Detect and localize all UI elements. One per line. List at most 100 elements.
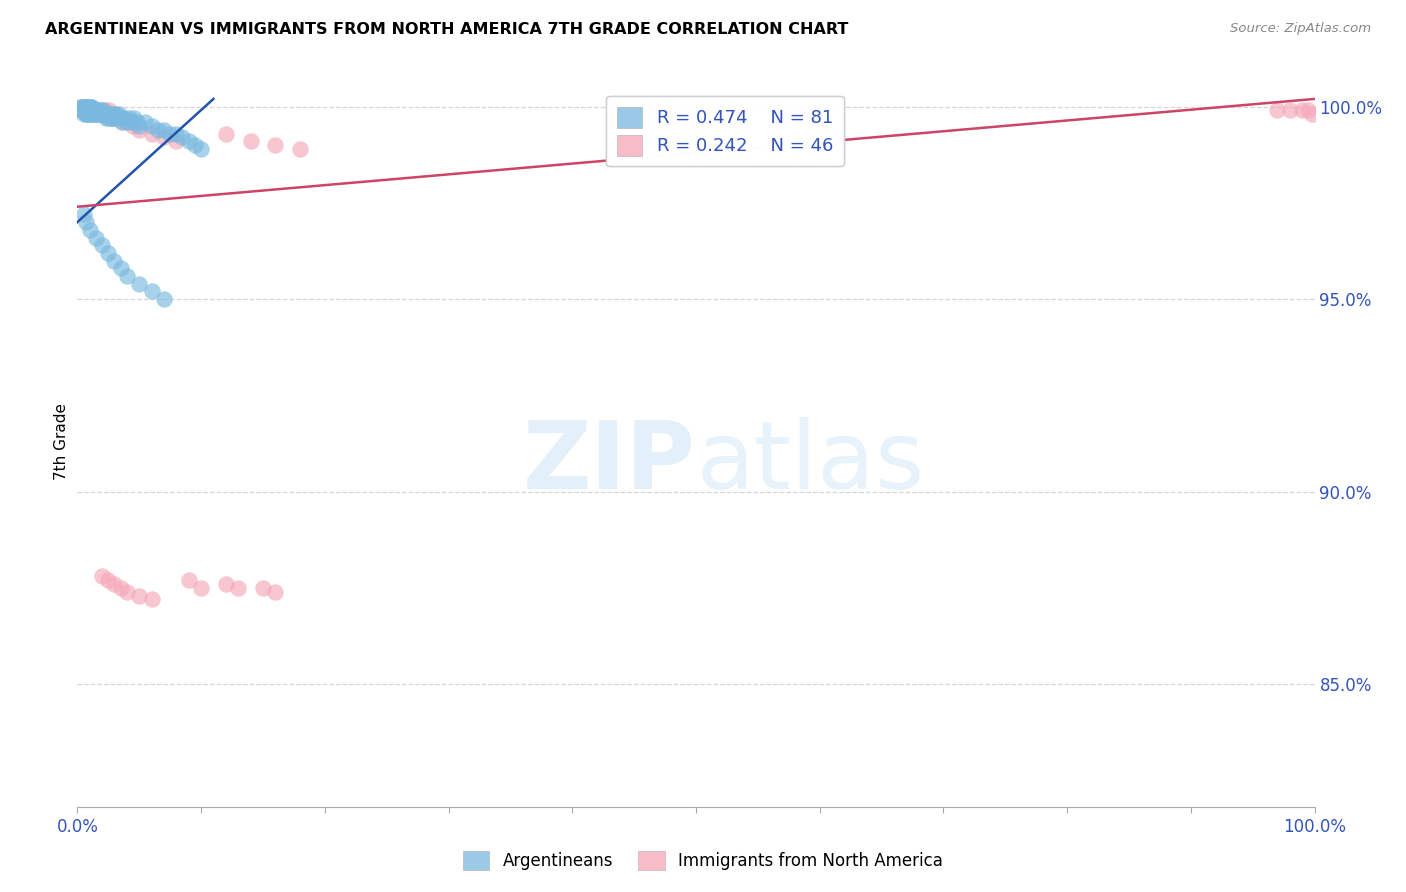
Point	[215, 127, 238, 141]
Point	[122, 119, 145, 133]
Point	[79, 223, 101, 237]
Point	[75, 215, 97, 229]
Point	[82, 103, 104, 118]
Point	[184, 138, 207, 153]
Point	[91, 103, 114, 118]
Point	[128, 277, 150, 291]
Point	[252, 581, 274, 595]
Point	[79, 107, 101, 121]
Point	[97, 573, 120, 587]
Legend: R = 0.474    N = 81, R = 0.242    N = 46: R = 0.474 N = 81, R = 0.242 N = 46	[606, 95, 844, 167]
Point	[75, 103, 97, 118]
Point	[76, 103, 98, 118]
Point	[111, 115, 134, 129]
Point	[118, 111, 141, 125]
Point	[103, 111, 125, 125]
Point	[141, 285, 163, 299]
Point	[91, 238, 114, 252]
Point	[80, 100, 103, 114]
Point	[86, 107, 108, 121]
Point	[288, 142, 311, 156]
Point	[72, 100, 94, 114]
Point	[165, 134, 187, 148]
Point	[70, 100, 93, 114]
Point	[122, 111, 145, 125]
Point	[177, 573, 200, 587]
Point	[83, 103, 105, 118]
Point	[96, 107, 118, 121]
Point	[79, 100, 101, 114]
Point	[153, 122, 176, 136]
Point	[103, 577, 125, 591]
Point	[190, 142, 212, 156]
Point	[107, 111, 129, 125]
Point	[91, 569, 114, 583]
Point	[93, 107, 115, 121]
Point	[82, 107, 104, 121]
Point	[103, 107, 125, 121]
Point	[72, 103, 94, 118]
Point	[82, 100, 104, 114]
Point	[72, 103, 94, 118]
Point	[83, 107, 105, 121]
Point	[108, 107, 131, 121]
Text: Source: ZipAtlas.com: Source: ZipAtlas.com	[1230, 22, 1371, 36]
Point	[226, 581, 249, 595]
Point	[177, 134, 200, 148]
Point	[110, 261, 132, 276]
Point	[101, 111, 124, 125]
Point	[72, 103, 94, 118]
Point	[125, 115, 148, 129]
Point	[91, 107, 114, 121]
Text: atlas: atlas	[696, 417, 924, 509]
Point	[77, 100, 100, 114]
Point	[86, 107, 108, 121]
Point	[89, 107, 111, 121]
Point	[73, 103, 96, 118]
Point	[141, 592, 163, 607]
Point	[80, 103, 103, 118]
Point	[103, 107, 125, 121]
Point	[105, 111, 128, 125]
Point	[75, 107, 97, 121]
Point	[153, 130, 176, 145]
Point	[77, 103, 100, 118]
Point	[111, 115, 134, 129]
Text: ARGENTINEAN VS IMMIGRANTS FROM NORTH AMERICA 7TH GRADE CORRELATION CHART: ARGENTINEAN VS IMMIGRANTS FROM NORTH AME…	[45, 22, 848, 37]
Point	[97, 111, 120, 125]
Point	[104, 107, 127, 121]
Point	[141, 127, 163, 141]
Point	[115, 115, 138, 129]
Point	[146, 122, 169, 136]
Point	[110, 581, 132, 595]
Y-axis label: 7th Grade: 7th Grade	[53, 403, 69, 480]
Point	[73, 100, 96, 114]
Point	[134, 115, 156, 129]
Point	[115, 584, 138, 599]
Point	[98, 107, 121, 121]
Point	[1267, 103, 1289, 118]
Point	[89, 103, 111, 118]
Point	[165, 127, 187, 141]
Point	[91, 107, 114, 121]
Point	[96, 107, 118, 121]
Point	[84, 103, 107, 118]
Point	[128, 122, 150, 136]
Point	[115, 115, 138, 129]
Point	[141, 119, 163, 133]
Point	[264, 584, 287, 599]
Point	[172, 130, 194, 145]
Point	[239, 134, 262, 148]
Point	[84, 107, 107, 121]
Point	[84, 103, 107, 118]
Point	[190, 581, 212, 595]
Point	[79, 100, 101, 114]
Point	[76, 100, 98, 114]
Point	[79, 103, 101, 118]
Point	[264, 138, 287, 153]
Point	[101, 111, 124, 125]
Point	[112, 111, 135, 125]
Legend: Argentineans, Immigrants from North America: Argentineans, Immigrants from North Amer…	[456, 844, 950, 877]
Point	[1301, 107, 1323, 121]
Point	[75, 100, 97, 114]
